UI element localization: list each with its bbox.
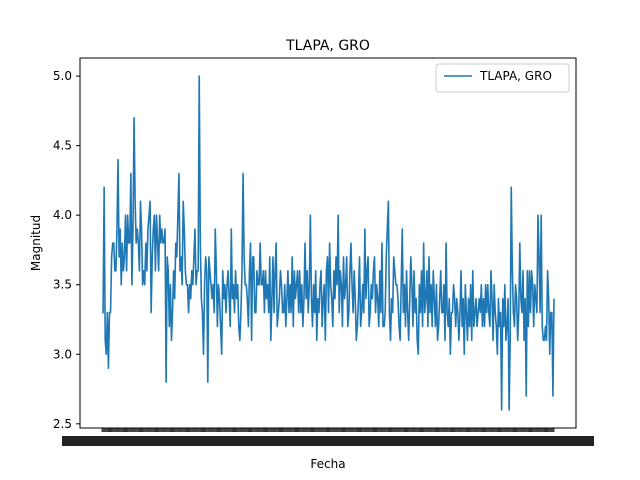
y-tick-label: 2.5 xyxy=(53,417,72,431)
chart-title: TLAPA, GRO xyxy=(285,38,370,54)
y-tick-label: 3.0 xyxy=(53,347,72,361)
x-tick-labels-overlapped xyxy=(62,436,594,446)
x-axis-label: Fecha xyxy=(310,457,345,471)
x-axis xyxy=(62,428,594,446)
legend: TLAPA, GRO xyxy=(435,63,570,93)
y-tick-label: 3.5 xyxy=(53,278,72,292)
y-axis: 2.5 3.0 3.5 4.0 4.5 5.0 xyxy=(53,69,80,431)
y-tick-label: 4.5 xyxy=(53,139,72,153)
y-tick-label: 5.0 xyxy=(53,69,72,83)
y-axis-label: Magnitud xyxy=(29,215,43,271)
legend-box xyxy=(435,63,570,93)
plot-area: 2.5 3.0 3.5 4.0 4.5 5.0 xyxy=(53,57,594,446)
series-line xyxy=(102,75,555,411)
y-tick-label: 4.0 xyxy=(53,208,72,222)
legend-label: TLAPA, GRO xyxy=(479,69,552,83)
plot-frame xyxy=(79,57,577,429)
